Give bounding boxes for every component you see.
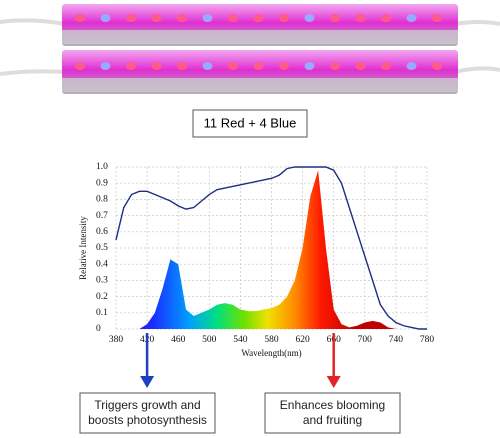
annotation-text: Enhances blooming — [280, 398, 385, 412]
led — [151, 62, 162, 70]
y-axis-title: Relative Intensity — [78, 216, 88, 280]
chart: 00.10.20.30.40.50.60.70.80.91.0380420460… — [78, 162, 435, 434]
x-tick-label: 740 — [389, 335, 404, 345]
line — [115, 166, 427, 330]
led — [432, 14, 442, 22]
caption-box — [192, 109, 308, 138]
arrow-head — [326, 376, 341, 388]
y-tick-label: 0.6 — [96, 227, 108, 237]
led-tubes — [0, 4, 500, 94]
led — [355, 14, 366, 22]
led — [126, 14, 136, 22]
arrow-head — [140, 376, 155, 388]
x-tick-label: 380 — [109, 335, 124, 345]
x-tick-label: 620 — [295, 335, 310, 345]
led — [202, 62, 213, 70]
y-tick-label: 0.1 — [96, 308, 108, 318]
led — [279, 62, 289, 70]
led — [330, 62, 340, 70]
led — [330, 14, 340, 22]
y-tick-label: 0 — [96, 324, 101, 334]
y-tick-label: 0.8 — [96, 195, 108, 205]
led — [304, 14, 315, 22]
x-tick-label: 540 — [233, 335, 248, 345]
y-tick-label: 0.3 — [96, 276, 108, 286]
annotation-text: boosts photosynthesis — [88, 413, 207, 427]
led — [202, 14, 213, 22]
led — [406, 14, 417, 22]
led — [177, 62, 187, 70]
annotation-text: and fruiting — [303, 413, 362, 427]
led — [304, 62, 315, 70]
led — [126, 62, 136, 70]
y-tick-label: 1.0 — [96, 162, 108, 172]
x-tick-label: 700 — [358, 335, 373, 345]
led — [381, 14, 391, 22]
led — [432, 62, 442, 70]
x-tick-label: 580 — [264, 335, 279, 345]
led — [279, 14, 289, 22]
x-tick-label: 500 — [202, 335, 217, 345]
y-tick-label: 0.2 — [96, 292, 108, 302]
led — [100, 62, 111, 70]
y-tick-label: 0.7 — [96, 211, 108, 221]
led — [151, 14, 162, 22]
led — [253, 14, 264, 22]
x-axis-title: Wavelength(nm) — [241, 348, 301, 358]
x-tick-label: 780 — [420, 335, 435, 345]
led — [75, 62, 85, 70]
led — [253, 62, 264, 70]
led — [75, 14, 85, 22]
annotation-text: Triggers growth and — [94, 398, 200, 412]
x-tick-label: 460 — [171, 335, 186, 345]
y-tick-label: 0.4 — [96, 259, 108, 269]
led — [355, 62, 366, 70]
y-tick-label: 0.9 — [96, 178, 108, 188]
annotation-box — [264, 392, 401, 434]
led — [381, 62, 391, 70]
led — [177, 14, 187, 22]
annotation-box — [79, 392, 216, 434]
y-tick-label: 0.5 — [96, 243, 108, 253]
led — [228, 62, 238, 70]
led — [100, 14, 111, 22]
led — [228, 14, 238, 22]
caption: 11 Red + 4 Blue — [204, 115, 297, 130]
led — [406, 62, 417, 70]
